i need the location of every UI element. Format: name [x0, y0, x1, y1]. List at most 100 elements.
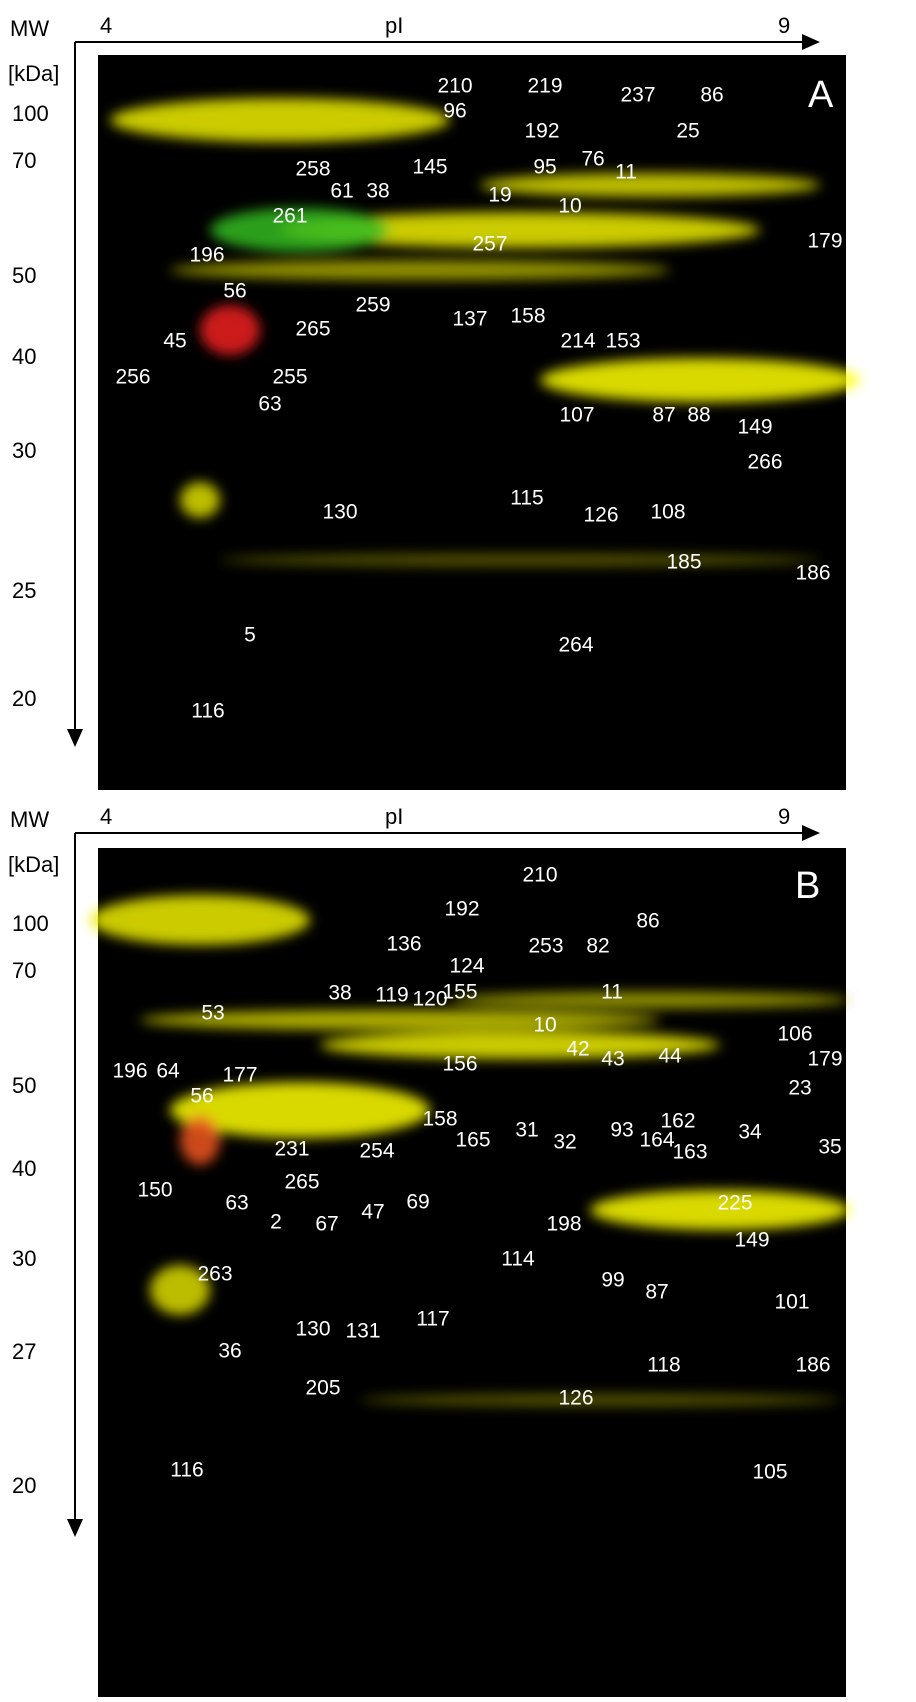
spot-label: 179: [807, 1048, 842, 1071]
spot-label: 225: [717, 1192, 752, 1215]
band: [140, 1010, 660, 1030]
band: [210, 208, 390, 252]
spot-label: 264: [558, 634, 593, 657]
mw-tick-label: 70: [12, 958, 36, 983]
spot-label: 130: [295, 1318, 330, 1341]
spot-label: 150: [137, 1179, 172, 1202]
spot-label: 38: [366, 180, 389, 203]
band: [590, 1190, 850, 1230]
spot-label: 165: [455, 1129, 490, 1152]
mw-tick-label: 40: [12, 1156, 36, 1181]
spot-label: 153: [605, 330, 640, 353]
spot-label: 118: [647, 1354, 680, 1377]
pi-label: pI: [385, 804, 403, 829]
spot-label: 265: [295, 318, 330, 341]
spot-label: 158: [510, 305, 545, 328]
band: [540, 358, 860, 402]
mw-label: MW: [10, 16, 49, 41]
spot-label: 119: [375, 984, 408, 1007]
mw-label: MW: [10, 807, 49, 832]
mw-tick-label: 50: [12, 263, 36, 288]
mw-tick-label: 27: [12, 1339, 36, 1364]
band: [90, 895, 310, 945]
spot-label: 265: [284, 1171, 319, 1194]
band: [220, 554, 820, 566]
spot-label: 210: [522, 864, 557, 887]
spot-label: 261: [272, 205, 307, 228]
spot-label: 145: [412, 156, 447, 179]
spot-label: 106: [777, 1023, 812, 1046]
spot-label: 34: [738, 1121, 762, 1144]
mw-tick-label: 70: [12, 148, 36, 173]
spot-label: 10: [533, 1014, 556, 1037]
spot-label: 258: [295, 158, 330, 181]
spot-label: 126: [558, 1387, 593, 1410]
spot-label: 61: [330, 180, 353, 203]
spot-label: 257: [472, 233, 507, 256]
spot-label: 88: [687, 404, 710, 427]
spot-label: 149: [734, 1229, 769, 1252]
spot-label: 56: [190, 1085, 213, 1108]
spot-label: 263: [197, 1263, 232, 1286]
mw-tick-label: 20: [12, 686, 36, 711]
spot-label: 76: [581, 148, 604, 171]
pi-start: 4: [100, 804, 112, 829]
spot-label: 56: [223, 280, 246, 303]
spot-label: 44: [658, 1045, 682, 1068]
band: [450, 992, 850, 1008]
mw-tick-label: 20: [12, 1473, 36, 1498]
band: [280, 212, 760, 248]
spot-label: 101: [774, 1291, 809, 1314]
mw-tick-label: 100: [12, 101, 49, 126]
spot-label: 31: [515, 1119, 538, 1142]
spot-label: 120: [412, 988, 447, 1011]
spot-label: 45: [163, 330, 186, 353]
spot-label: 126: [583, 504, 618, 527]
spot-label: 42: [566, 1038, 589, 1061]
spot-label: 115: [510, 487, 543, 510]
spot-label: 214: [560, 330, 595, 353]
spot-label: 179: [807, 230, 842, 253]
spot-label: 5: [244, 624, 256, 647]
panel-letter: B: [795, 865, 820, 907]
band: [180, 482, 220, 518]
spot-label: 130: [322, 501, 357, 524]
spot-label: 53: [201, 1002, 224, 1025]
mw-tick-label: 25: [12, 578, 36, 603]
unit-label: [kDa]: [8, 852, 59, 877]
spot-label: 47: [361, 1201, 384, 1224]
spot-label: 11: [615, 161, 637, 184]
spot-label: 163: [672, 1141, 707, 1164]
spot-label: 237: [620, 84, 655, 107]
spot-label: 95: [533, 156, 556, 179]
spot-label: 164: [639, 1129, 674, 1152]
spot-label: 205: [305, 1377, 340, 1400]
spot-label: 93: [610, 1119, 633, 1142]
spot-label: 198: [546, 1213, 581, 1236]
spot-label: 63: [225, 1192, 248, 1215]
spot-label: 231: [274, 1138, 309, 1161]
spot-label: 63: [258, 393, 281, 416]
band: [110, 98, 450, 142]
spot-label: 196: [189, 244, 224, 267]
pi-start: 4: [100, 13, 112, 38]
spot-label: 136: [386, 933, 421, 956]
pi-label: pI: [385, 13, 403, 38]
gel-bands: [110, 98, 860, 566]
spot-label: 116: [170, 1459, 203, 1482]
panel-letter: A: [808, 74, 834, 116]
spot-label: 131: [345, 1320, 380, 1343]
gel-image: [98, 55, 846, 790]
mw-tick-label: 40: [12, 344, 36, 369]
spot-label: 86: [636, 910, 659, 933]
spot-label: 185: [666, 551, 701, 574]
panel: MW [kDa] 4 pI 9 100 70 50 40 30 25 20 A 210 219 237 86 96…: [8, 13, 860, 790]
spot-label: 43: [601, 1048, 624, 1071]
spot-label: 219: [527, 75, 562, 98]
spot-label: 38: [328, 982, 351, 1005]
spot-label: 124: [449, 955, 484, 978]
spot-label: 96: [443, 100, 466, 123]
unit-label: [kDa]: [8, 61, 59, 86]
spot-label: 116: [191, 700, 224, 723]
